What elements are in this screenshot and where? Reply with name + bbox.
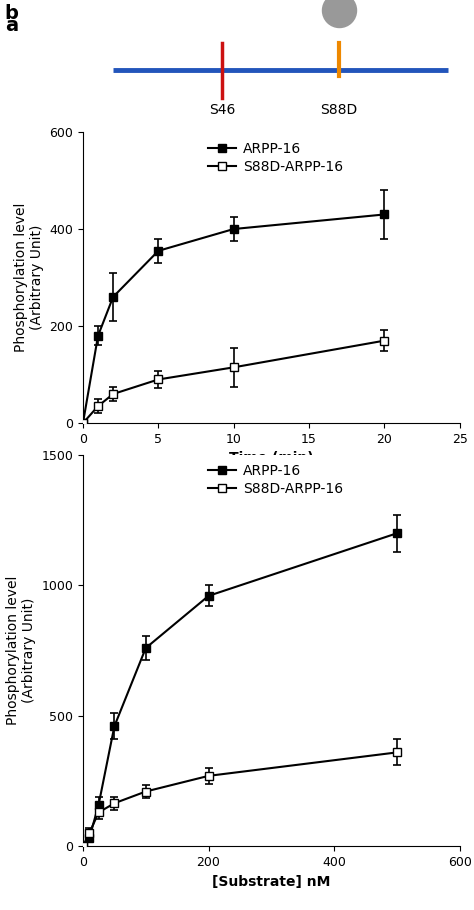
Point — [336, 3, 343, 17]
X-axis label: [Substrate] nM: [Substrate] nM — [212, 875, 330, 888]
X-axis label: Time (min): Time (min) — [229, 451, 314, 465]
Text: b: b — [5, 4, 18, 23]
Text: a: a — [5, 16, 18, 35]
Text: S88D: S88D — [320, 103, 358, 117]
Text: S46: S46 — [209, 103, 236, 117]
Legend: ARPP-16, S88D-ARPP-16: ARPP-16, S88D-ARPP-16 — [203, 136, 349, 179]
Y-axis label: Phosphorylation level
(Arbitrary Unit): Phosphorylation level (Arbitrary Unit) — [14, 203, 44, 352]
Legend: ARPP-16, S88D-ARPP-16: ARPP-16, S88D-ARPP-16 — [203, 458, 349, 501]
Y-axis label: Phosphorylation level
(Arbitrary Unit): Phosphorylation level (Arbitrary Unit) — [6, 576, 36, 725]
